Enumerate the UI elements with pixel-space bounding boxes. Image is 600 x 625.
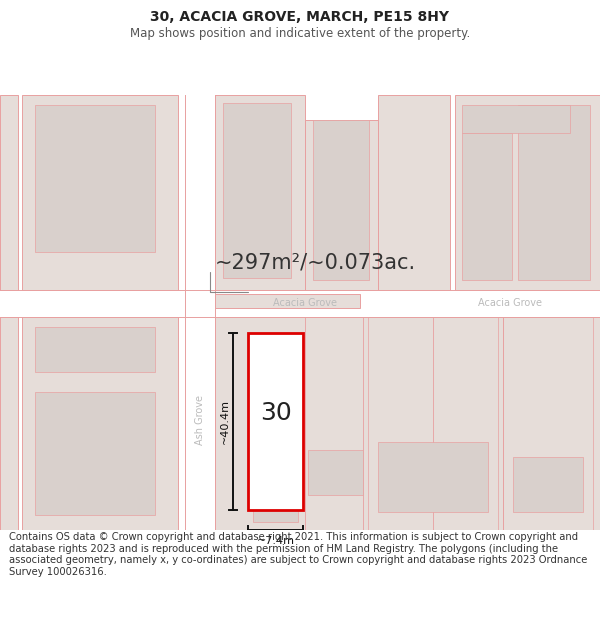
Bar: [22, 95, 178, 290]
Bar: [248, 333, 303, 510]
Text: Ash Grove: Ash Grove: [195, 395, 205, 445]
Text: 30: 30: [260, 401, 292, 424]
Bar: [22, 317, 178, 530]
Bar: [305, 120, 378, 290]
Bar: [215, 317, 600, 530]
Bar: [35, 392, 155, 515]
Bar: [223, 103, 291, 278]
Bar: [462, 133, 512, 280]
Bar: [0, 317, 18, 530]
Text: Acacia Grove: Acacia Grove: [273, 299, 337, 309]
Bar: [513, 457, 583, 512]
Text: ~297m²/~0.073ac.: ~297m²/~0.073ac.: [215, 252, 416, 272]
Bar: [0, 290, 600, 317]
Bar: [378, 442, 488, 512]
Bar: [455, 95, 600, 290]
Text: 30, ACACIA GROVE, MARCH, PE15 8HY: 30, ACACIA GROVE, MARCH, PE15 8HY: [151, 10, 449, 24]
Text: Contains OS data © Crown copyright and database right 2021. This information is : Contains OS data © Crown copyright and d…: [9, 532, 587, 577]
Bar: [518, 105, 590, 280]
Bar: [185, 95, 215, 530]
Bar: [368, 317, 498, 530]
Text: ~40.4m: ~40.4m: [220, 399, 230, 444]
Text: Acacia Grove: Acacia Grove: [478, 299, 542, 309]
Bar: [378, 95, 450, 290]
Bar: [308, 450, 363, 495]
Bar: [503, 317, 593, 530]
Bar: [35, 105, 155, 252]
Text: Map shows position and indicative extent of the property.: Map shows position and indicative extent…: [130, 27, 470, 40]
Text: ~7.4m: ~7.4m: [257, 536, 295, 546]
Bar: [0, 95, 18, 290]
Bar: [253, 487, 298, 522]
Bar: [215, 95, 305, 290]
Bar: [313, 120, 369, 280]
Bar: [215, 294, 360, 308]
Bar: [35, 327, 155, 372]
Bar: [462, 105, 570, 133]
